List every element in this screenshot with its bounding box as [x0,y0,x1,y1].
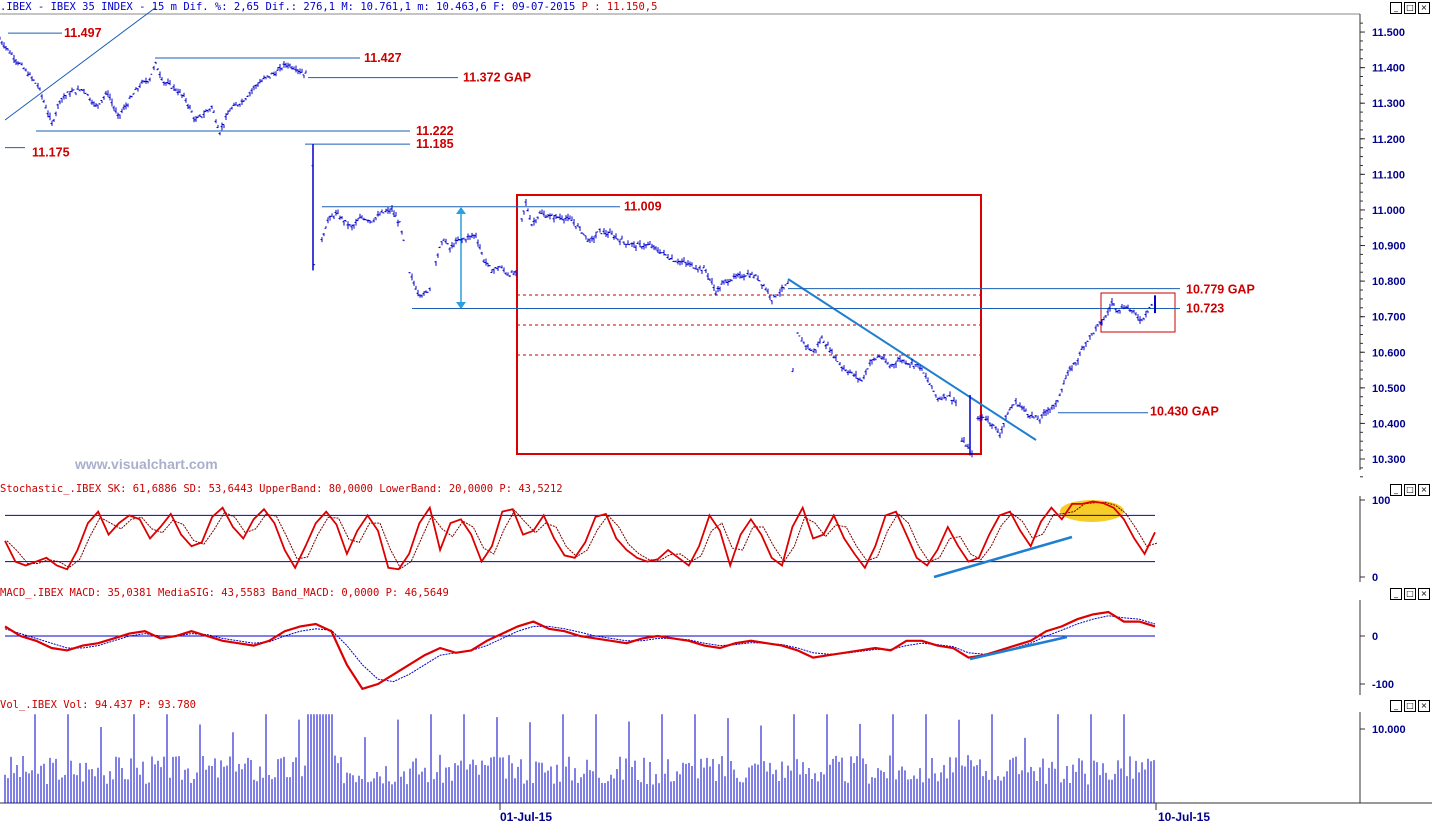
y-tick-label: 10.000 [1372,724,1406,736]
y-tick-label: 11.400 [1372,63,1405,75]
level-label: 11.372 GAP [463,71,531,85]
stoch-sk-line [4,500,1156,571]
level-label: 11.009 [624,200,662,214]
close-button[interactable]: × [1418,2,1430,14]
y-tick-label: 10.400 [1372,418,1406,430]
macd-trendline [969,635,1068,661]
macd-panel-header: MACD_.IBEX MACD: 35,0381 MediaSIG: 43,55… [0,587,449,599]
y-tick-label: 0 [1372,631,1378,643]
watermark: www.visualchart.com [74,456,218,472]
maximize-button[interactable]: □ [1404,588,1416,600]
level-label: 11.185 [416,137,454,151]
measure-arrow-head-up [456,207,466,214]
minimize-button[interactable]: _ [1390,2,1402,14]
level-label: 11.497 [64,26,102,40]
y-tick-label: 11.000 [1372,205,1405,217]
y-tick-label: 10.900 [1372,241,1406,253]
y-tick-label: 10.700 [1372,312,1406,324]
y-tick-label: 10.500 [1372,383,1406,395]
red-range-box [516,194,982,455]
volume-panel-header: Vol_.IBEX Vol: 94.437 P: 93.780 [0,699,196,711]
close-button[interactable]: × [1418,700,1430,712]
level-label: 10.430 GAP [1150,405,1219,419]
y-tick-label: -100 [1372,679,1394,691]
measure-arrow-head-down [456,302,466,309]
price-window-controls: _ □ × [1390,2,1430,14]
level-label: 10.779 GAP [1186,283,1255,297]
close-button[interactable]: × [1418,588,1430,600]
x-tick-label: 10-Jul-15 [1158,810,1210,823]
y-tick-label: 10.800 [1372,276,1406,288]
volume-window-controls: _ □ × [1390,700,1430,712]
maximize-button[interactable]: □ [1404,2,1416,14]
y-tick-label: 11.200 [1372,134,1405,146]
y-tick-label: 11.300 [1372,98,1405,110]
x-tick-label: 01-Jul-15 [500,810,552,823]
stoch-trendline [933,535,1073,579]
level-label: 10.723 [1186,301,1224,315]
stoch-highlight [1060,500,1124,522]
minimize-button[interactable]: _ [1390,588,1402,600]
y-tick-label: 11.500 [1372,27,1405,39]
y-tick-label: 0 [1372,572,1378,584]
macd-signal-line [4,615,1156,683]
level-label: 11.175 [32,146,70,160]
y-tick-label: 10.600 [1372,347,1406,359]
macd-line [4,610,1156,691]
price-panel-header: .IBEX - IBEX 35 INDEX - 15 m Dif. %: 2,6… [0,1,657,13]
stochastic-panel-header: Stochastic_.IBEX SK: 61,6886 SD: 53,6443… [0,483,563,495]
maximize-button[interactable]: □ [1404,700,1416,712]
macd-window-controls: _ □ × [1390,588,1430,600]
minimize-button[interactable]: _ [1390,484,1402,496]
close-button[interactable]: × [1418,484,1430,496]
stochastic-window-controls: _ □ × [1390,484,1430,496]
y-tick-label: 11.100 [1372,169,1405,181]
level-label: 11.427 [364,51,402,65]
y-tick-label: 100 [1372,495,1390,507]
level-label: 11.222 [416,124,454,138]
red-consolidation-box [1100,292,1176,333]
price-header-text: .IBEX - IBEX 35 INDEX - 15 m Dif. %: 2,6… [0,1,576,13]
maximize-button[interactable]: □ [1404,484,1416,496]
minimize-button[interactable]: _ [1390,700,1402,712]
upper-trendline [4,7,156,121]
stoch-sd-line [6,501,1158,570]
price-header-p: P : 11.150,5 [581,1,658,13]
y-tick-label: 10.300 [1372,454,1406,466]
